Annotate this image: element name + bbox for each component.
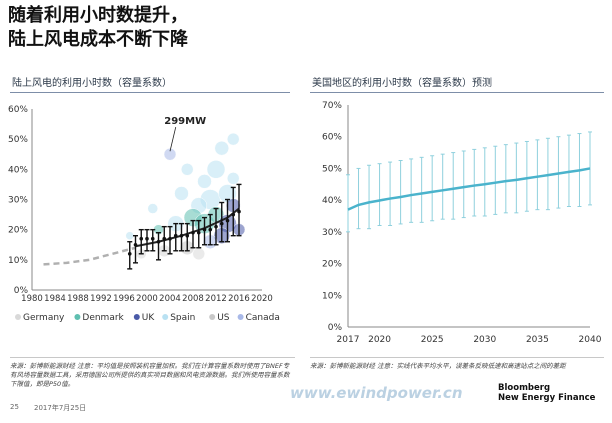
x-tick-label: 2020 bbox=[251, 294, 273, 304]
right-chart-title: 美国地区的利用小时数（容量系数）预测 bbox=[312, 78, 492, 89]
average-point bbox=[139, 236, 144, 241]
legend-label: Canada bbox=[246, 313, 280, 323]
average-point bbox=[179, 233, 184, 238]
x-tick-label: 1980 bbox=[21, 294, 43, 304]
x-tick-label: 1988 bbox=[67, 294, 89, 304]
bubble-point bbox=[125, 231, 134, 240]
slide-title: 随着利用小时数提升， 陆上风电成本不断下降 bbox=[8, 4, 308, 52]
page-date: 2017年7月25日 bbox=[34, 404, 87, 412]
y-tick-label: 0% bbox=[14, 286, 29, 296]
x-tick-label: 1996 bbox=[113, 294, 135, 304]
bubble-point bbox=[227, 132, 240, 146]
x-tick-label: 2020 bbox=[368, 335, 391, 345]
average-point bbox=[208, 227, 213, 232]
watermark-text: www.ewindpower.cn bbox=[290, 384, 463, 402]
legend-marker bbox=[15, 314, 21, 320]
brand-line-2: New Energy Finance bbox=[498, 393, 596, 403]
y-tick-label: 10% bbox=[8, 256, 28, 266]
average-point bbox=[168, 236, 172, 241]
x-tick-label: 2016 bbox=[228, 294, 250, 304]
left-source-note: 来源：彭博新能源财经 注意：平均值是按照装机容量加权。我们在计算容量系数时使用了… bbox=[10, 362, 290, 388]
average-point bbox=[231, 212, 236, 217]
x-tick-label: 2030 bbox=[473, 335, 496, 345]
y-tick-label: 20% bbox=[322, 260, 342, 270]
annotation-pointer bbox=[169, 126, 177, 152]
left-capacity-factor-chart: 0% 10% 20% 30% 40% 50% 60% 1980 1984 1988 1992 1996… bbox=[8, 105, 280, 323]
x-tick-label: 2025 bbox=[421, 335, 444, 345]
y-tick-label: 50% bbox=[8, 135, 28, 145]
average-point bbox=[133, 242, 138, 247]
average-point bbox=[191, 230, 195, 235]
left-note-divider bbox=[10, 357, 295, 358]
legend-marker bbox=[162, 314, 169, 320]
y-tick-label: 40% bbox=[322, 196, 342, 206]
legend-label: UK bbox=[142, 313, 156, 323]
y-tick-label: 30% bbox=[8, 196, 28, 206]
x-tick-label: 2008 bbox=[182, 294, 204, 304]
bubble-point bbox=[174, 186, 189, 201]
average-point bbox=[127, 252, 132, 256]
legend-marker bbox=[209, 314, 216, 320]
y-tick-label: 70% bbox=[322, 101, 342, 111]
bubble-point bbox=[147, 203, 158, 214]
annotation-299mw: 299MW bbox=[164, 116, 206, 127]
y-tick-label: 0% bbox=[328, 323, 343, 333]
x-tick-label: 1984 bbox=[44, 294, 66, 304]
bubble-point bbox=[206, 160, 226, 179]
y-tick-label: 30% bbox=[322, 228, 342, 238]
y-tick-label: 10% bbox=[322, 291, 342, 301]
slide-title-line-1: 随着利用小时数提升， bbox=[8, 5, 188, 26]
average-point bbox=[156, 239, 161, 244]
x-tick-label: 2040 bbox=[579, 335, 602, 345]
y-tick-label: 40% bbox=[8, 165, 28, 175]
average-point bbox=[219, 221, 224, 226]
x-tick-label: 2004 bbox=[159, 294, 181, 304]
x-tick-label: 2035 bbox=[526, 335, 549, 345]
legend-label: Spain bbox=[170, 313, 195, 323]
y-tick-label: 60% bbox=[8, 105, 28, 115]
y-tick-label: 60% bbox=[322, 133, 342, 143]
bubble-point bbox=[227, 172, 240, 185]
average-point bbox=[237, 209, 241, 214]
average-point bbox=[225, 218, 230, 223]
legend-label: Germany bbox=[23, 313, 65, 323]
bubble-point bbox=[181, 163, 194, 176]
right-note-divider bbox=[310, 357, 604, 358]
x-tick-label: 1992 bbox=[90, 294, 112, 304]
average-capacity-factor-line bbox=[347, 167, 591, 211]
legend-label: US bbox=[217, 313, 230, 323]
legend-marker bbox=[74, 314, 81, 320]
page-number: 25 bbox=[10, 403, 19, 411]
left-title-divider bbox=[10, 92, 290, 93]
early-trend-line bbox=[43, 246, 136, 266]
slide-title-line-2: 陆上风电成本不断下降 bbox=[8, 29, 188, 50]
average-point bbox=[173, 233, 178, 238]
average-point bbox=[162, 236, 167, 241]
bubble-point bbox=[197, 174, 212, 189]
average-point bbox=[150, 236, 155, 241]
y-tick-label: 50% bbox=[322, 164, 342, 174]
y-tick-label: 20% bbox=[8, 226, 28, 236]
x-tick-label: 2017 bbox=[337, 335, 360, 345]
right-capacity-factor-forecast-chart: 0% 10% 20% 30% 40% 50% 60% 70% 2017 2020 2025 2030 2… bbox=[322, 101, 602, 345]
legend-marker bbox=[133, 314, 140, 320]
bloomberg-logo: Bloomberg New Energy Finance bbox=[498, 383, 595, 403]
average-point bbox=[145, 236, 149, 241]
average-point bbox=[185, 233, 190, 238]
bubble-point bbox=[163, 148, 177, 161]
right-title-divider bbox=[310, 92, 604, 93]
bubble-point bbox=[214, 140, 229, 156]
right-source-note: 来源：彭博新能源财经 注意：实线代表平均水平，误差条反映低速和高速站点之间的差距 bbox=[310, 362, 566, 370]
brand-line-1: Bloomberg bbox=[498, 383, 551, 393]
x-tick-label: 2012 bbox=[205, 294, 227, 304]
average-point bbox=[202, 227, 207, 232]
average-point bbox=[214, 224, 218, 229]
average-point bbox=[196, 230, 201, 235]
legend-label: Denmark bbox=[82, 313, 124, 323]
bubble-point bbox=[192, 247, 205, 261]
left-chart-title: 陆上风电的利用小时数（容量系数） bbox=[12, 78, 172, 89]
legend-marker bbox=[237, 314, 244, 320]
x-tick-label: 2000 bbox=[136, 294, 158, 304]
